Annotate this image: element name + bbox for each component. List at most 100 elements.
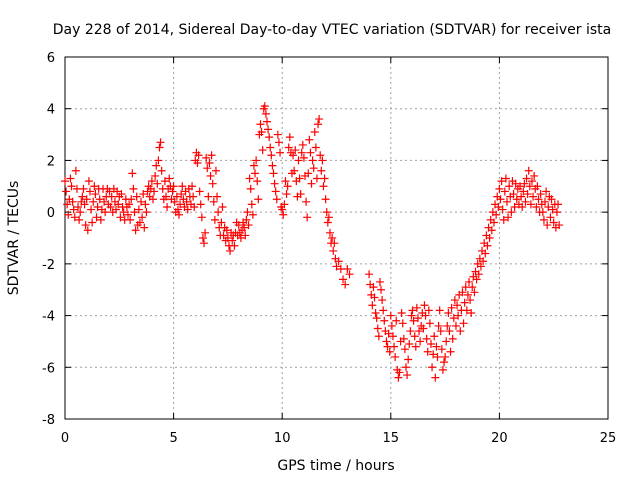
- data-point-marker: [373, 324, 382, 333]
- data-point-marker: [264, 125, 273, 134]
- data-point-marker: [244, 221, 253, 230]
- data-point-marker: [303, 213, 312, 222]
- data-point-marker: [379, 306, 388, 315]
- data-point-marker: [200, 239, 209, 248]
- data-point-marker: [123, 210, 132, 219]
- data-point-marker: [196, 200, 205, 209]
- data-point-marker: [453, 301, 462, 310]
- x-axis-title: GPS time / hours: [277, 458, 394, 474]
- data-point-marker: [334, 257, 343, 266]
- data-point-marker: [377, 285, 386, 294]
- data-point-marker: [400, 345, 409, 354]
- data-point-marker: [294, 156, 303, 165]
- data-point-marker: [134, 205, 143, 214]
- data-point-marker: [261, 109, 270, 118]
- data-point-marker: [236, 234, 245, 242]
- data-point-marker: [141, 200, 150, 209]
- data-point-marker: [279, 210, 288, 219]
- data-point-marker: [481, 249, 490, 258]
- data-point-marker: [497, 177, 506, 186]
- data-point-marker: [137, 197, 146, 206]
- y-axis-title: SDTVAR / TECUs: [6, 181, 22, 296]
- data-point-marker: [284, 143, 293, 152]
- data-point-marker: [504, 213, 513, 222]
- data-point-marker: [372, 314, 381, 323]
- data-point-marker: [92, 213, 101, 222]
- y-tick-label: 0: [47, 206, 55, 221]
- data-point-marker: [547, 195, 556, 204]
- data-point-marker: [257, 127, 266, 136]
- data-point-marker: [175, 210, 184, 219]
- data-point-marker: [408, 306, 417, 315]
- data-point-marker: [178, 182, 187, 191]
- data-point-marker: [501, 174, 510, 183]
- data-point-marker: [61, 177, 69, 186]
- data-point-marker: [126, 215, 135, 224]
- data-point-marker: [296, 190, 305, 199]
- data-point-marker: [425, 319, 434, 328]
- data-point-marker: [183, 205, 192, 214]
- data-point-marker: [274, 138, 283, 147]
- axis-ticks: 0 5 10 15 20 25 -8 -6 -4 -2 0 2 4 6: [42, 51, 616, 446]
- data-point-marker: [282, 190, 291, 199]
- data-point-marker: [390, 342, 399, 351]
- data-point-marker: [520, 179, 529, 188]
- data-markers: [61, 102, 564, 382]
- data-point-marker: [299, 153, 308, 162]
- data-point-marker: [169, 182, 178, 191]
- data-point-marker: [139, 190, 148, 199]
- data-point-marker: [538, 208, 547, 217]
- data-point-marker: [412, 303, 421, 312]
- data-point-marker: [526, 200, 535, 209]
- data-point-marker: [386, 311, 395, 320]
- data-point-marker: [193, 159, 202, 168]
- data-point-marker: [511, 179, 520, 188]
- data-point-marker: [369, 283, 378, 292]
- data-point-marker: [498, 205, 507, 214]
- data-point-marker: [345, 270, 354, 279]
- data-point-marker: [385, 347, 394, 356]
- data-point-marker: [128, 169, 137, 178]
- data-point-marker: [435, 306, 444, 315]
- data-point-marker: [411, 342, 420, 351]
- data-point-marker: [423, 347, 432, 356]
- data-point-marker: [527, 177, 536, 186]
- data-point-marker: [410, 332, 419, 341]
- data-point-marker: [240, 223, 249, 232]
- data-point-marker: [500, 187, 509, 196]
- data-point-marker: [119, 208, 128, 217]
- data-point-marker: [218, 202, 227, 211]
- data-point-marker: [548, 205, 557, 214]
- data-point-marker: [129, 184, 138, 193]
- data-point-marker: [507, 208, 516, 217]
- data-point-marker: [323, 218, 332, 227]
- data-point-marker: [130, 208, 139, 217]
- data-point-marker: [521, 197, 530, 206]
- data-point-marker: [402, 363, 411, 372]
- data-point-marker: [380, 316, 389, 325]
- data-point-marker: [95, 195, 104, 204]
- data-point-marker: [91, 190, 100, 199]
- x-tick-label: 15: [383, 431, 400, 446]
- data-point-marker: [503, 197, 512, 206]
- data-point-marker: [68, 197, 77, 206]
- data-point-marker: [460, 298, 469, 307]
- data-point-marker: [127, 195, 136, 204]
- data-point-marker: [304, 169, 313, 178]
- data-point-marker: [464, 277, 473, 286]
- data-point-marker: [444, 308, 453, 317]
- data-point-marker: [88, 218, 97, 227]
- data-point-marker: [262, 117, 271, 126]
- data-point-marker: [440, 358, 449, 367]
- data-point-marker: [106, 202, 115, 211]
- data-point-marker: [479, 257, 488, 266]
- data-point-marker: [450, 296, 459, 305]
- data-point-marker: [530, 171, 539, 180]
- data-point-marker: [189, 192, 198, 201]
- data-point-marker: [320, 174, 329, 183]
- data-point-marker: [516, 182, 525, 191]
- data-point-marker: [370, 293, 379, 302]
- data-point-marker: [554, 200, 563, 209]
- data-point-marker: [325, 228, 334, 237]
- data-point-marker: [413, 314, 422, 323]
